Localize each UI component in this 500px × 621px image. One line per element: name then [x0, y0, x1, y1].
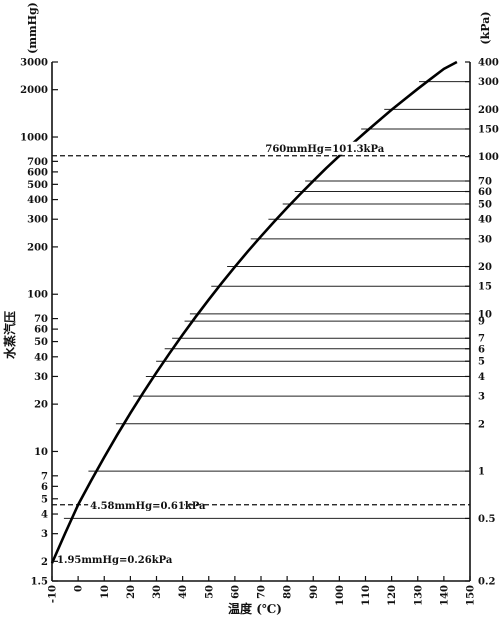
left-tick-label-7: 10 [34, 447, 48, 458]
right-tick-label-8: 7 [478, 334, 485, 345]
right-tick-label-9: 9 [478, 317, 485, 328]
right-tick-label-7: 6 [478, 344, 485, 355]
left-tick-label-3: 4 [41, 510, 48, 521]
right-tick-label-5: 4 [478, 372, 485, 383]
annotation-label-2: 1.95mmHg=0.26kPa [57, 555, 173, 566]
x-axis-ticks: -10 0 10 20 30 40 50 60 70 80 90 100 110 120 130 140 150 [48, 576, 477, 606]
left-tick-label-14: 100 [27, 290, 48, 301]
x-tick-label-2: 10 [100, 585, 111, 599]
left-tick-label-15: 200 [27, 242, 48, 253]
x-tick-label-15: 140 [439, 585, 450, 606]
annotation-label-1: 4.58mmHg=0.61kPa [90, 501, 206, 512]
left-tick-label-6: 7 [41, 471, 48, 482]
right-tick-label-0: 0.2 [478, 576, 495, 587]
left-tick-label-23: 3000 [20, 58, 48, 69]
right-tick-label-3: 2 [478, 419, 485, 430]
annotation-bg-1 [88, 498, 185, 512]
x-tick-label-11: 100 [335, 585, 346, 606]
left-tick-label-21: 1000 [20, 133, 48, 144]
right-tick-label-14: 40 [478, 215, 492, 226]
annotation-labels: 760mmHg=101.3kPa 4.58mmHg=0.61kPa 1.95mmHg… [57, 141, 385, 566]
right-tick-label-13: 30 [478, 234, 492, 245]
x-tick-label-16: 150 [466, 585, 477, 606]
right-tick-label-1: 0.5 [478, 514, 495, 525]
y-axis-title: 水蒸汽压 [2, 311, 17, 359]
left-tick-label-5: 6 [41, 482, 48, 493]
right-tick-label-18: 100 [478, 152, 499, 163]
x-tick-label-8: 70 [257, 585, 268, 599]
right-tick-label-10: 10 [478, 309, 492, 320]
right-tick-label-20: 200 [478, 105, 499, 116]
x-tick-label-0: -10 [48, 585, 59, 603]
left-tick-label-17: 400 [27, 195, 48, 206]
left-tick-label-20: 700 [27, 157, 48, 168]
right-tick-label-21: 300 [478, 77, 499, 88]
annotation-bg-0 [263, 141, 360, 155]
right-tick-label-12: 20 [478, 262, 492, 273]
right-tick-label-19: 150 [478, 124, 499, 135]
right-tick-label-6: 5 [478, 357, 485, 368]
vapor-pressure-curve [50, 60, 458, 564]
right-tick-label-15: 50 [478, 199, 492, 210]
x-tick-label-6: 50 [204, 585, 215, 599]
x-tick-label-1: 0 [74, 585, 85, 592]
kpa-reference-lines [63, 81, 470, 519]
left-tick-label-18: 500 [27, 180, 48, 191]
x-tick-label-3: 20 [126, 585, 137, 599]
right-tick-label-22: 400 [478, 57, 499, 68]
x-tick-label-4: 30 [152, 585, 163, 599]
right-tick-label-4: 3 [478, 392, 485, 403]
left-tick-label-8: 20 [34, 400, 48, 411]
left-tick-label-2: 3 [41, 529, 48, 540]
x-tick-label-7: 60 [230, 585, 241, 599]
left-tick-label-16: 300 [27, 215, 48, 226]
x-tick-label-9: 80 [283, 585, 294, 599]
left-tick-label-19: 600 [27, 167, 48, 178]
x-tick-label-12: 110 [361, 585, 372, 606]
left-tick-label-10: 40 [34, 352, 48, 363]
right-tick-label-11: 15 [478, 282, 492, 293]
annotation-lines [52, 155, 470, 506]
x-axis-title: 温度 (℃) [228, 601, 282, 616]
right-tick-label-2: 1 [478, 467, 485, 478]
x-tick-label-13: 120 [387, 585, 398, 606]
x-tick-label-10: 90 [309, 585, 320, 599]
left-tick-label-13: 70 [34, 314, 48, 325]
left-tick-label-11: 50 [34, 337, 48, 348]
x-tick-label-14: 130 [413, 585, 424, 606]
right-unit-label: (kPa) [479, 11, 492, 44]
left-tick-label-9: 30 [34, 372, 48, 383]
left-tick-label-4: 5 [41, 494, 48, 505]
right-tick-label-17: 70 [478, 177, 492, 188]
left-tick-label-12: 60 [34, 325, 48, 336]
left-tick-label-1: 2 [41, 557, 48, 568]
annotation-label-0: 760mmHg=101.3kPa [265, 144, 384, 155]
right-tick-label-16: 60 [478, 187, 492, 198]
left-unit-label: (mmHg) [26, 2, 39, 54]
x-tick-label-5: 40 [178, 585, 189, 599]
left-tick-label-0: 1.5 [31, 577, 48, 588]
left-tick-label-22: 2000 [20, 85, 48, 96]
curve-layer [50, 60, 458, 564]
